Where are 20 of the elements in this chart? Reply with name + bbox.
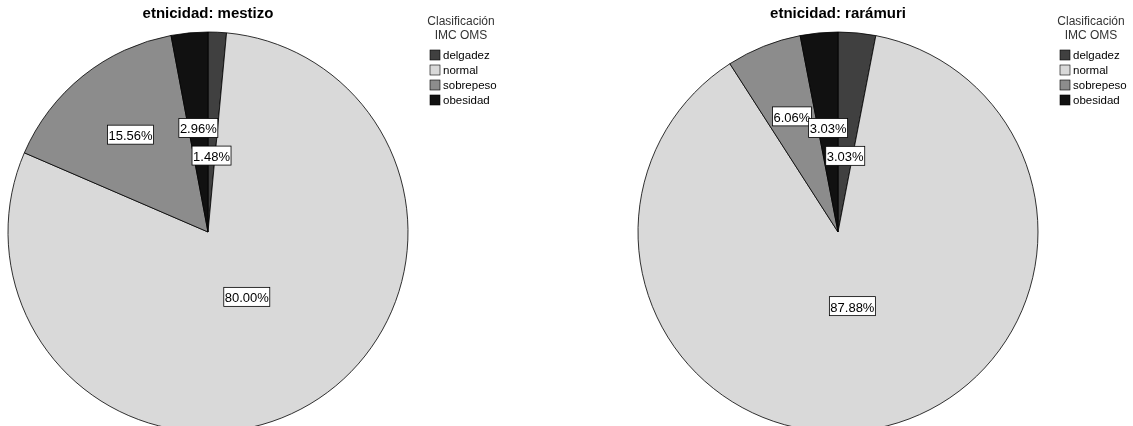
chart-title: etnicidad: mestizo <box>142 4 274 21</box>
data-label: 2.96% <box>179 121 218 137</box>
chart-title: etnicidad: rarámuri <box>770 4 906 21</box>
data-label: 3.03% <box>826 149 865 165</box>
data-label: 1.48% <box>193 149 231 165</box>
data-label: 15.56% <box>108 128 154 144</box>
legend-title: Clasificación IMC OMS <box>427 14 495 42</box>
legend-label: sobrepeso <box>1073 79 1127 91</box>
legend-label: sobrepeso <box>443 79 497 91</box>
legend-label: delgadez <box>443 49 490 61</box>
legend-label: normal <box>443 64 479 76</box>
data-label: 80.00% <box>224 290 270 306</box>
legend-label: delgadez <box>1073 49 1120 61</box>
legend-label: normal <box>1073 64 1109 76</box>
legend-label: obesidad <box>1073 94 1120 106</box>
legend-label: obesidad <box>443 94 490 106</box>
data-label: 3.03% <box>809 121 847 137</box>
data-label: 6.06% <box>773 109 811 125</box>
data-label: 87.88% <box>830 299 875 315</box>
legend-title: Clasificación IMC OMS <box>1057 14 1125 42</box>
